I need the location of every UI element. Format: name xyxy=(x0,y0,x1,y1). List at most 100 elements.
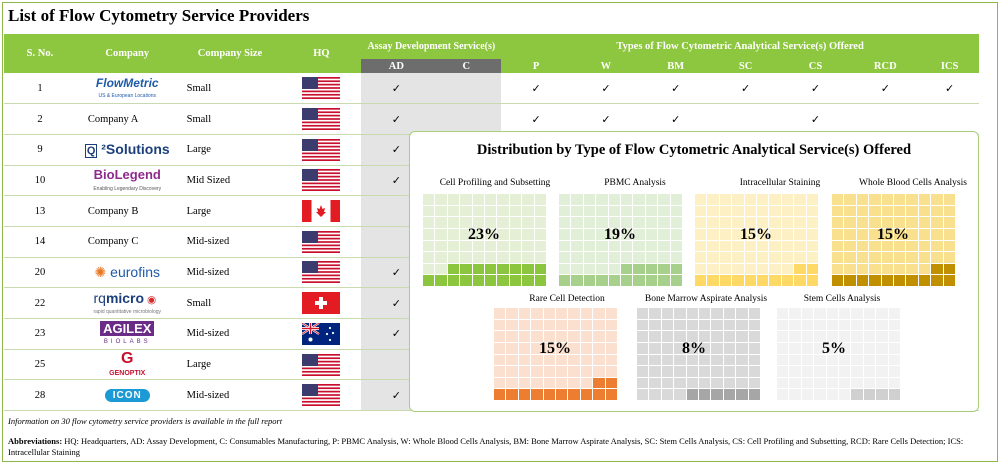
waffle-cell xyxy=(645,252,658,263)
waffle-cell xyxy=(814,331,826,342)
row-cell-w: ✓ xyxy=(571,73,641,105)
waffle-cell xyxy=(736,366,748,377)
waffle-cell xyxy=(838,319,851,331)
waffle-cell xyxy=(447,252,460,263)
waffle-cell xyxy=(876,342,888,354)
waffle-cell xyxy=(686,354,698,366)
waffle-cell xyxy=(658,228,670,240)
row-sno: 9 xyxy=(4,134,76,166)
waffle-cell xyxy=(888,331,900,342)
row-company-size: Small xyxy=(178,287,282,319)
waffle-cell xyxy=(620,205,633,217)
waffle-cell xyxy=(736,377,748,389)
waffle-cell xyxy=(876,331,888,342)
row-cell-w: ✓ xyxy=(571,103,641,135)
waffle-cell xyxy=(423,228,435,240)
check-icon: ✓ xyxy=(671,112,681,126)
waffle-cell xyxy=(789,331,801,342)
waffle-cell xyxy=(460,205,472,217)
waffle-grid xyxy=(695,194,818,286)
waffle-cell xyxy=(711,366,723,377)
waffle-grid xyxy=(423,194,546,286)
waffle-cell xyxy=(869,252,881,263)
waffle-cell xyxy=(906,194,918,205)
waffle-cell xyxy=(931,275,943,286)
waffle-cell xyxy=(698,308,711,319)
waffle-cell xyxy=(596,217,608,228)
header-service-types: Types of Flow Cytometric Analytical Serv… xyxy=(501,34,979,59)
waffle-cell xyxy=(522,263,534,275)
row-company: Company B xyxy=(75,195,179,227)
row-cell-cs: ✓ xyxy=(780,103,851,135)
waffle-cell xyxy=(707,263,719,275)
waffle-cell xyxy=(608,240,620,252)
waffle-cell xyxy=(888,319,900,331)
waffle-cell xyxy=(637,389,649,400)
waffle-cell xyxy=(649,342,661,354)
waffle-cell xyxy=(789,308,801,319)
waffle-cell xyxy=(637,354,649,366)
waffle-cell xyxy=(777,354,789,366)
waffle-grid xyxy=(832,194,955,286)
waffle-cell xyxy=(801,319,814,331)
flag-us-icon xyxy=(302,138,341,161)
waffle-cell xyxy=(781,263,794,275)
waffle-cell xyxy=(580,342,593,354)
waffle-cell xyxy=(534,240,546,252)
waffle-cell xyxy=(888,377,900,389)
tile-label: Cell Profiling and Subsetting xyxy=(439,178,551,188)
waffle-cell xyxy=(531,366,543,377)
waffle-cell xyxy=(698,342,711,354)
waffle-cell xyxy=(943,275,955,286)
chart-title: Distribution by Type of Flow Cytometric … xyxy=(476,142,912,158)
subheader-p: P xyxy=(501,59,571,73)
waffle-cell xyxy=(863,331,876,342)
waffle-cell xyxy=(748,331,760,342)
waffle-cell xyxy=(777,342,789,354)
waffle-cell xyxy=(435,263,447,275)
waffle-cell xyxy=(777,389,789,400)
row-sno: 22 xyxy=(4,287,76,319)
row-hq xyxy=(281,73,362,105)
waffle-cell xyxy=(593,319,605,331)
waffle-cell xyxy=(814,308,826,319)
waffle-cell xyxy=(559,205,571,217)
waffle-cell xyxy=(806,194,818,205)
waffle-cell xyxy=(723,377,736,389)
waffle-cell xyxy=(736,354,748,366)
waffle-cell xyxy=(645,275,658,286)
waffle-cell xyxy=(789,342,801,354)
waffle-cell xyxy=(661,319,674,331)
row-sno: 10 xyxy=(4,165,76,197)
waffle-cell xyxy=(583,240,596,252)
waffle-cell xyxy=(856,194,869,205)
waffle-cell xyxy=(518,331,531,342)
row-cell-ad: ✓ xyxy=(361,73,432,105)
waffle-cell xyxy=(744,252,756,263)
waffle-cell xyxy=(806,205,818,217)
waffle-cell xyxy=(832,205,844,217)
waffle-cell xyxy=(494,331,506,342)
waffle-cell xyxy=(543,308,555,319)
row-cell-c xyxy=(431,73,502,105)
waffle-cell xyxy=(814,354,826,366)
tile-percentage: 15% xyxy=(740,226,772,243)
waffle-cell xyxy=(633,240,645,252)
waffle-cell xyxy=(863,366,876,377)
tile-percentage: 19% xyxy=(604,226,636,243)
waffle-cell xyxy=(435,228,447,240)
waffle-cell xyxy=(686,319,698,331)
waffle-cell xyxy=(506,354,518,366)
waffle-cell xyxy=(555,319,568,331)
waffle-cell xyxy=(506,377,518,389)
waffle-cell xyxy=(596,240,608,252)
waffle-cell xyxy=(707,217,719,228)
waffle-cell xyxy=(856,252,869,263)
waffle-cell xyxy=(695,217,707,228)
distribution-chart-panel: Distribution by Type of Flow Cytometric … xyxy=(409,131,979,412)
waffle-cell xyxy=(658,263,670,275)
waffle-cell xyxy=(531,377,543,389)
waffle-cell xyxy=(559,252,571,263)
waffle-cell xyxy=(522,275,534,286)
waffle-cell xyxy=(645,240,658,252)
